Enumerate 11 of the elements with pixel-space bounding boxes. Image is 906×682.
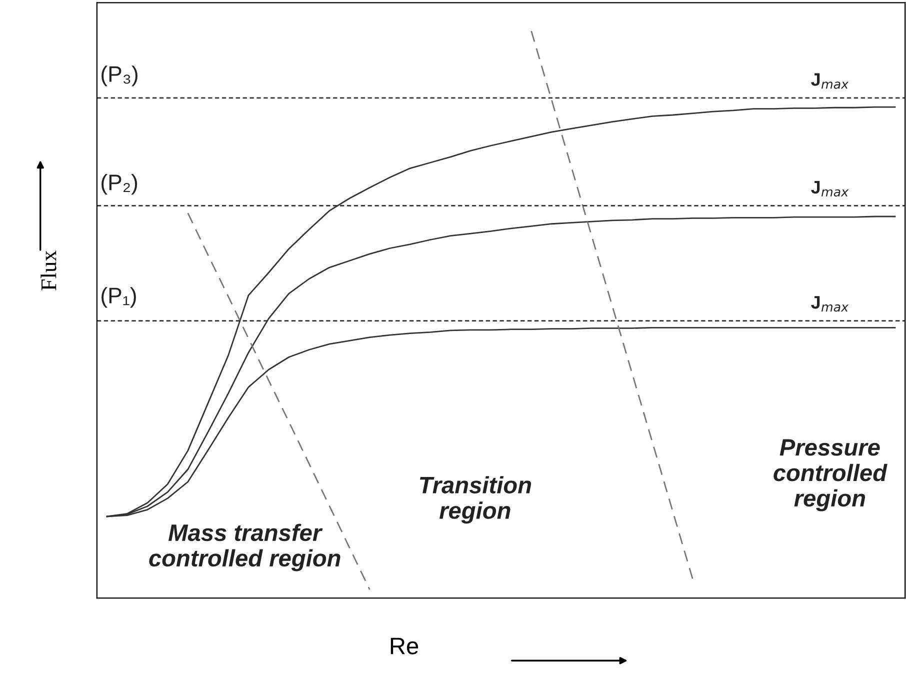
ref-line-label: J$_{max}$ — [811, 296, 849, 312]
annotation: Mass transfer controlled region — [149, 524, 340, 572]
annotation: (P₁) — [102, 287, 136, 308]
ref-line-label: J$_{max}$ — [811, 181, 849, 197]
annotation: (P₂) — [102, 174, 138, 195]
y-axis-title: Flux — [40, 250, 56, 290]
ref-line-label: J$_{max}$ — [811, 73, 849, 89]
annotation: (P₃) — [102, 66, 138, 86]
annotation: Transition region — [420, 476, 532, 524]
annotation: Pressure controlled region — [774, 439, 888, 512]
x-axis-title: Re — [390, 638, 418, 654]
